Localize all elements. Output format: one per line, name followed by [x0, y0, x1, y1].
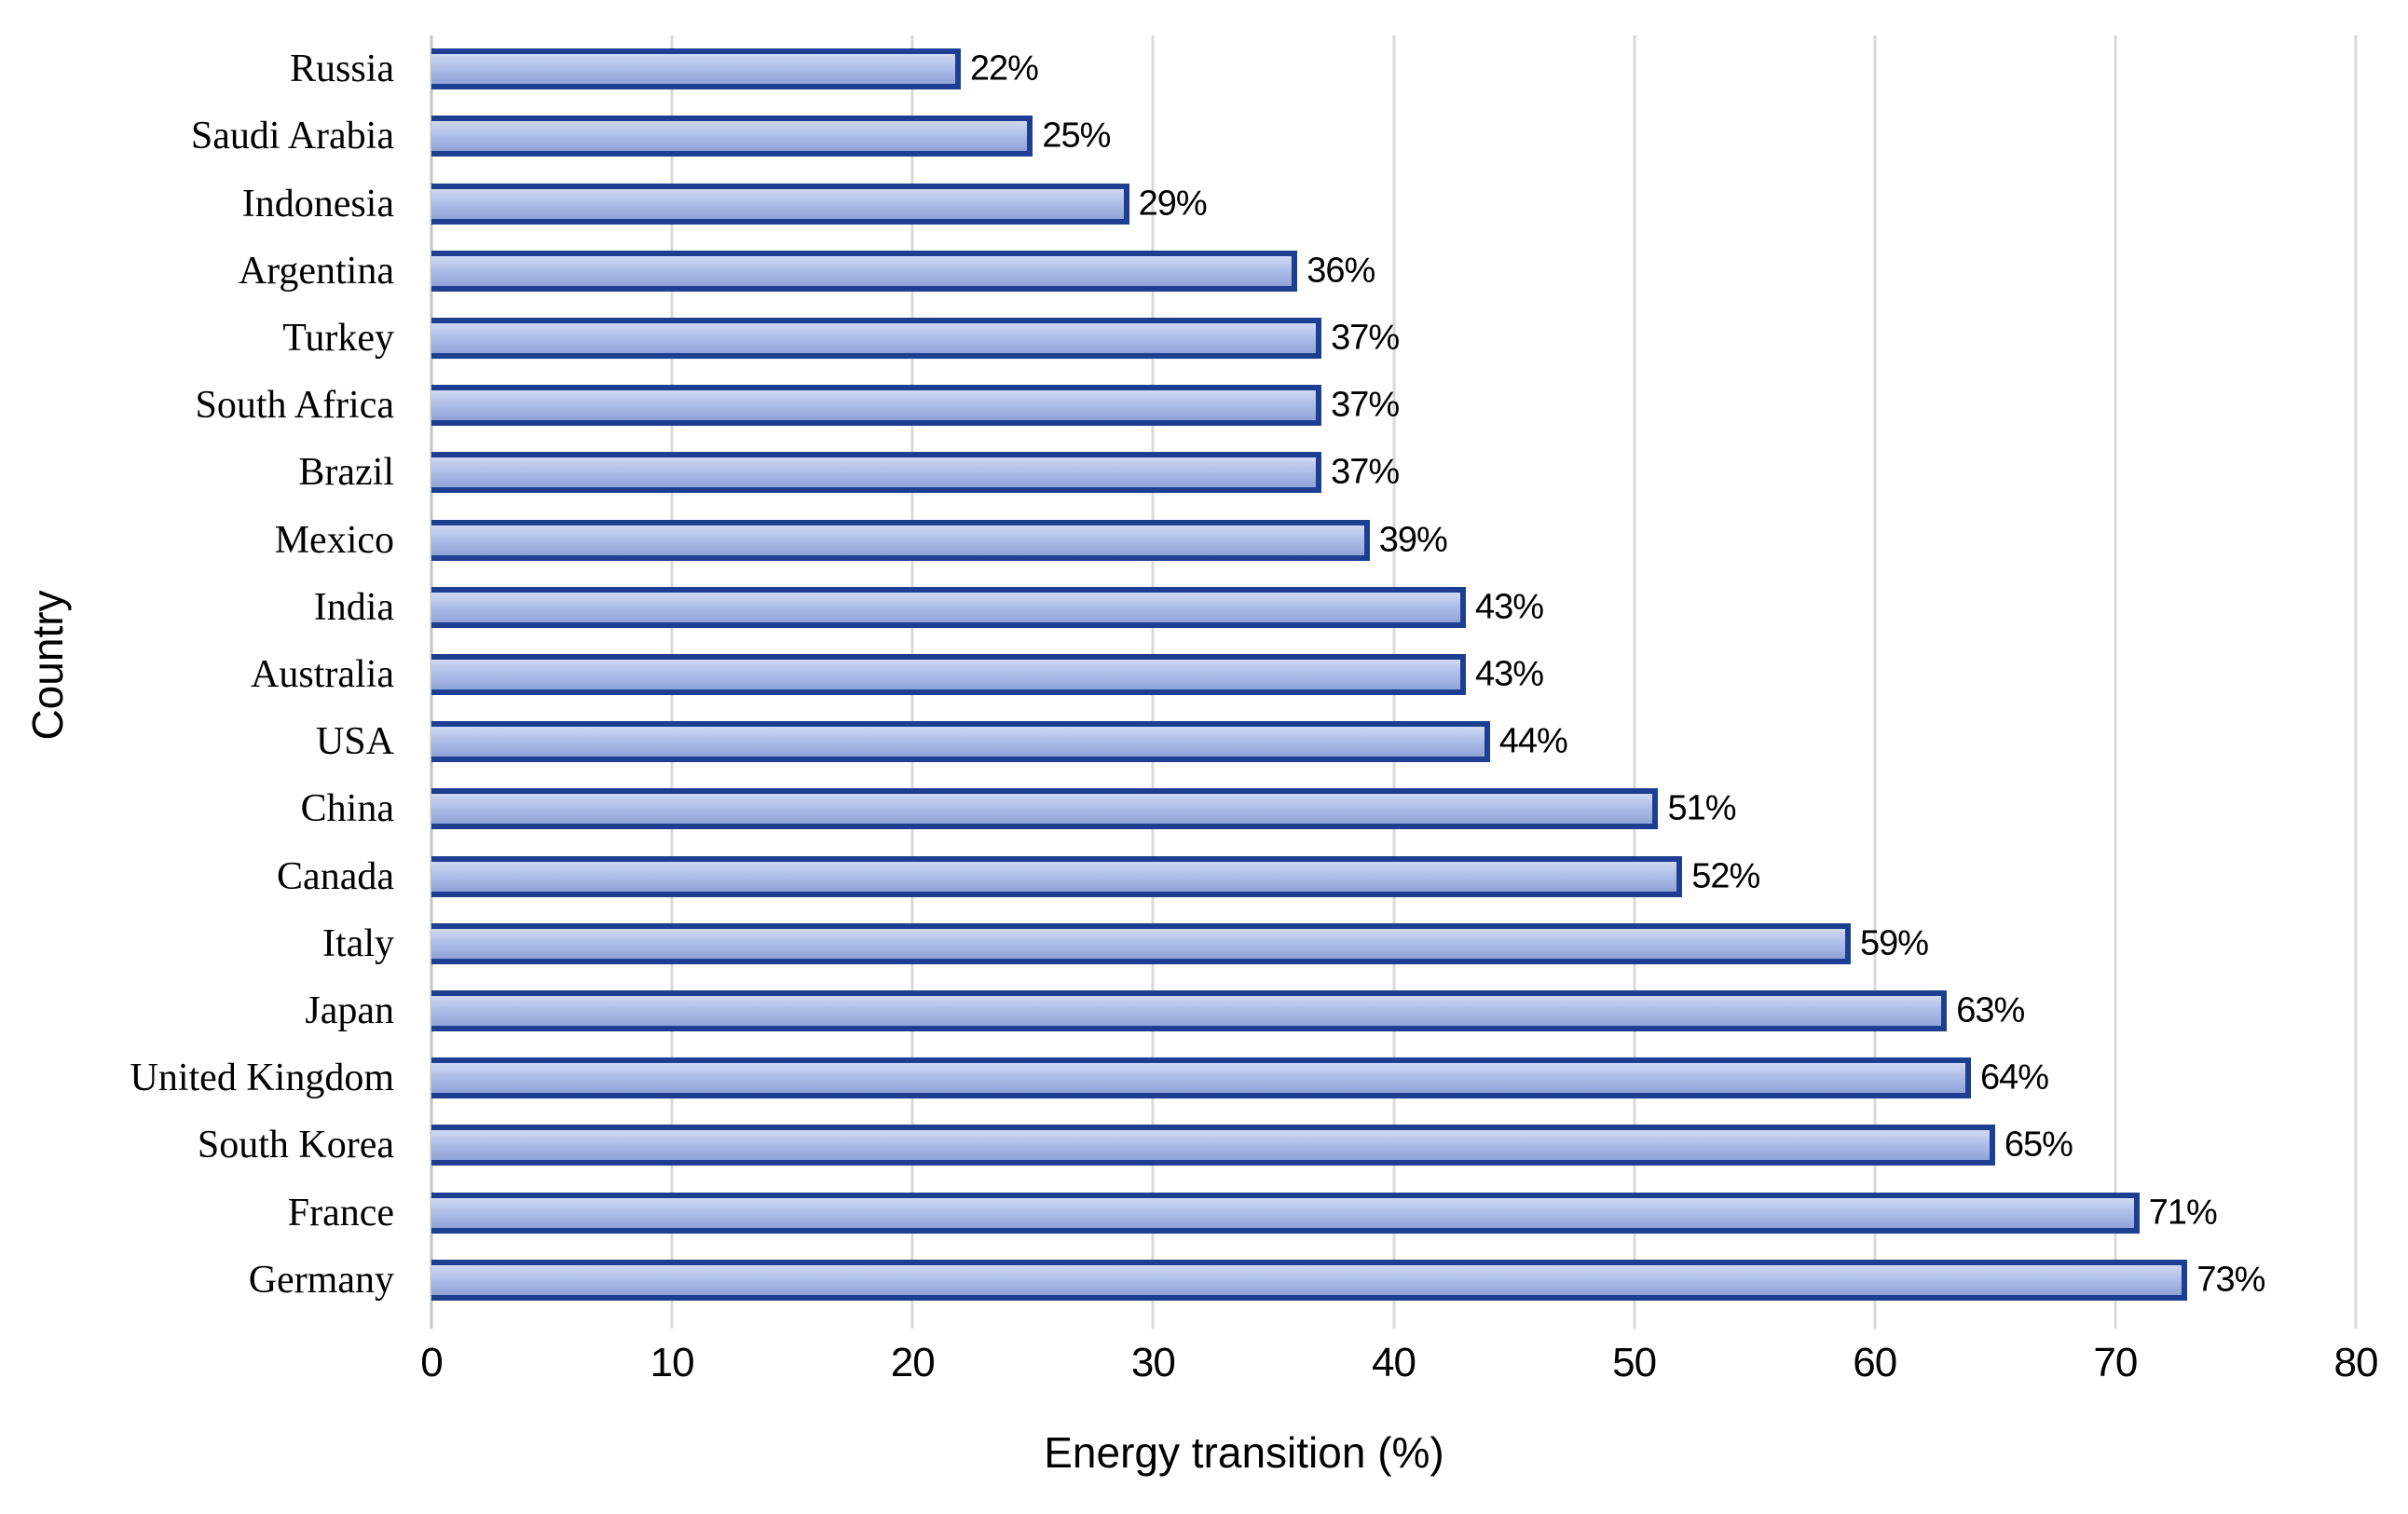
bar-value-label: 64% — [1980, 1057, 2049, 1098]
bar-row: 43% — [431, 641, 2356, 708]
bar-value-label: 36% — [1307, 251, 1375, 291]
category-label: Mexico — [274, 518, 394, 562]
plot-area: 22% 25% 29% 36% 37% 37% 37% 39% 43% 43% 44% 51% 52% 5… — [430, 35, 2358, 1329]
x-axis-title: Energy transition (%) — [1044, 1428, 1444, 1477]
gridline — [1873, 35, 1877, 1329]
category-label: India — [313, 585, 394, 629]
gridline — [2114, 35, 2117, 1329]
bar — [431, 1259, 2188, 1301]
bar-value-label: 37% — [1331, 318, 1400, 358]
category-label: United Kingdom — [130, 1057, 394, 1100]
bar — [431, 519, 1370, 561]
category-label: Canada — [277, 854, 394, 898]
bar — [431, 1125, 1995, 1166]
bar-value-label: 43% — [1474, 654, 1544, 694]
bar-value-label: 63% — [1956, 990, 2025, 1030]
bar — [431, 385, 1322, 427]
bar-row: 51% — [431, 775, 2356, 842]
bar-row: 71% — [431, 1179, 2356, 1246]
bar-value-label: 65% — [2004, 1125, 2073, 1165]
category-label: France — [287, 1191, 394, 1234]
category-label: South Korea — [197, 1124, 394, 1167]
bar — [431, 48, 961, 90]
bar-value-label: 37% — [1331, 452, 1400, 492]
x-tick-label: 50 — [1612, 1340, 1657, 1385]
bar-row: 63% — [431, 977, 2356, 1044]
category-label: China — [300, 787, 394, 831]
category-label: Turkey — [282, 316, 394, 360]
bar-value-label: 59% — [1859, 923, 1929, 963]
bar-value-label: 43% — [1474, 587, 1544, 627]
bar-value-label: 44% — [1498, 721, 1568, 761]
category-label: Russia — [289, 48, 394, 91]
category-label: Germany — [248, 1258, 394, 1302]
bar-row: 36% — [431, 238, 2356, 305]
bar-value-label: 37% — [1331, 385, 1400, 425]
bar-row: 65% — [431, 1112, 2356, 1179]
bar-series: 22% 25% 29% 36% 37% 37% 37% 39% 43% 43% 44% 51% 52% 5… — [431, 35, 2356, 1314]
category-label: Italy — [322, 921, 394, 965]
x-tick-label: 60 — [1853, 1340, 1897, 1385]
bar-value-label: 73% — [2196, 1260, 2265, 1300]
bar-row: 37% — [431, 372, 2356, 439]
category-label: Argentina — [238, 249, 394, 293]
bar — [431, 317, 1322, 359]
category-label: South Africa — [195, 384, 394, 428]
gridline — [2354, 35, 2358, 1329]
x-tick-label: 70 — [2093, 1340, 2138, 1385]
bar-row: 25% — [431, 102, 2356, 170]
category-label: Japan — [305, 989, 394, 1032]
bar-row: 73% — [431, 1247, 2356, 1314]
bar — [431, 788, 1659, 830]
bar — [431, 1057, 1971, 1099]
x-tick-label: 0 — [420, 1340, 444, 1385]
bar — [431, 1192, 2140, 1234]
x-axis-tick-labels: 0 10 20 30 40 50 60 70 80 — [420, 1340, 2378, 1396]
bar-row: 59% — [431, 910, 2356, 977]
bar-value-label: 29% — [1138, 184, 1208, 223]
bar-value-label: 71% — [2148, 1193, 2218, 1233]
category-label: Indonesia — [241, 182, 394, 225]
x-tick-label: 10 — [650, 1340, 695, 1385]
bar — [431, 721, 1490, 763]
bar-row: 37% — [431, 305, 2356, 372]
bar-row: 43% — [431, 574, 2356, 641]
y-axis-category-labels: Russia Saudi Arabia Indonesia Argentina Turk… — [0, 35, 413, 1314]
bar — [431, 922, 1851, 964]
bar-value-label: 22% — [969, 48, 1039, 89]
category-label: Australia — [251, 652, 394, 696]
x-tick-label: 40 — [1372, 1340, 1416, 1385]
bar — [431, 855, 1683, 897]
bar-value-label: 51% — [1667, 788, 1736, 828]
bar — [431, 183, 1129, 225]
bar — [431, 653, 1466, 695]
bar — [431, 586, 1466, 628]
bar-row: 52% — [431, 842, 2356, 909]
x-tick-label: 20 — [890, 1340, 936, 1385]
category-label: Saudi Arabia — [190, 115, 394, 158]
bar — [431, 452, 1322, 494]
x-tick-label: 80 — [2333, 1340, 2379, 1385]
bar-value-label: 52% — [1691, 856, 1760, 896]
bar-row: 44% — [431, 708, 2356, 775]
bar-value-label: 39% — [1378, 520, 1448, 560]
category-label: USA — [315, 720, 394, 764]
gridline — [1633, 35, 1636, 1329]
bar-row: 29% — [431, 170, 2356, 237]
bar-row: 64% — [431, 1044, 2356, 1112]
bar-row: 22% — [431, 35, 2356, 102]
bar — [431, 250, 1298, 292]
bar-row: 37% — [431, 439, 2356, 506]
x-tick-label: 30 — [1130, 1340, 1176, 1385]
category-label: Brazil — [298, 451, 394, 495]
bar-row: 39% — [431, 506, 2356, 573]
bar — [431, 989, 1948, 1031]
bar — [431, 116, 1033, 157]
bar-value-label: 25% — [1042, 116, 1111, 156]
